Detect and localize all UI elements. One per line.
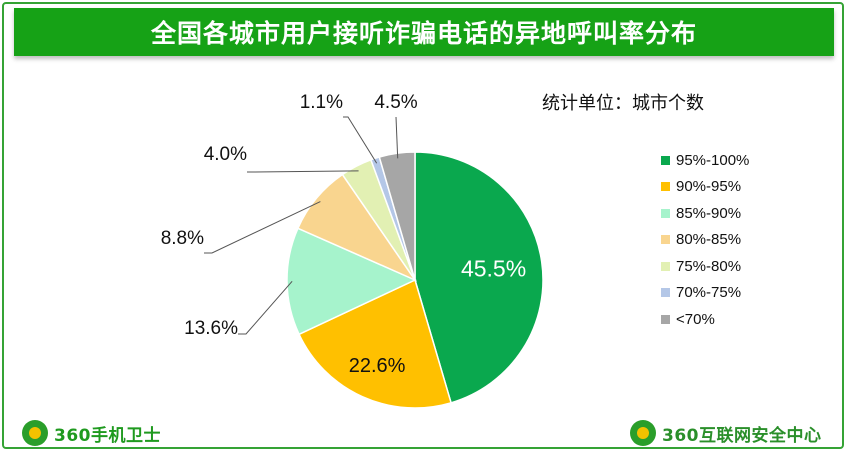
logo-360-icon — [22, 420, 48, 446]
chart-legend: 95%-100% 90%-95% 85%-90% 80%-85% 75%-80% 70%-… — [661, 147, 811, 333]
unit-note: 统计单位：城市个数 — [542, 93, 704, 114]
chart-title: 全国各城市用户接听诈骗电话的异地呼叫率分布 — [150, 19, 697, 48]
legend-swatch — [661, 261, 670, 271]
brand-right-label: 360互联网安全中心 — [662, 425, 822, 446]
legend-item: 85%-90% — [661, 200, 811, 227]
data-label-0: 45.5% — [461, 256, 526, 282]
data-label-3: 8.8% — [161, 228, 204, 249]
leader-line-5 — [343, 116, 378, 164]
pie-slice-6 — [378, 151, 416, 281]
data-label-2: 13.6% — [184, 318, 238, 339]
legend-swatch — [661, 288, 670, 298]
leader-line-3 — [204, 201, 321, 254]
pie-slice-0 — [414, 151, 544, 404]
legend-swatch — [661, 155, 670, 165]
brand-360-mobile-guard: 360手机卫士 — [22, 420, 161, 446]
legend-label: 75%-80% — [676, 257, 742, 275]
data-label-5: 1.1% — [300, 92, 343, 113]
legend-label: 90%-95% — [676, 178, 742, 196]
legend-swatch — [661, 314, 670, 324]
pie-slice-2 — [286, 227, 417, 336]
legend-item: 70%-75% — [661, 280, 811, 307]
legend-swatch — [661, 182, 670, 192]
logo-360-icon — [630, 420, 656, 446]
legend-label: 80%-85% — [676, 231, 742, 249]
legend-label: 95%-100% — [676, 151, 750, 169]
title-bar: 全国各城市用户接听诈骗电话的异地呼叫率分布 — [14, 8, 834, 56]
legend-item: <70% — [661, 306, 811, 333]
leader-line-4 — [247, 170, 359, 173]
legend-item: 80%-85% — [661, 227, 811, 254]
leader-line-2 — [238, 281, 293, 335]
leader-line-6 — [395, 116, 399, 159]
legend-label: <70% — [676, 310, 715, 328]
legend-label: 70%-75% — [676, 284, 742, 302]
legend-item: 95%-100% — [661, 147, 811, 174]
pie-slice-1 — [298, 278, 452, 409]
data-label-4: 4.0% — [204, 144, 247, 165]
data-label-6: 4.5% — [374, 92, 417, 113]
legend-swatch — [661, 208, 670, 218]
brand-left-label: 360手机卫士 — [54, 425, 161, 446]
legend-item: 75%-80% — [661, 253, 811, 280]
data-label-1: 22.6% — [349, 355, 406, 377]
legend-item: 90%-95% — [661, 174, 811, 201]
brand-360-security-center: 360互联网安全中心 — [630, 420, 822, 446]
legend-label: 85%-90% — [676, 204, 742, 222]
legend-swatch — [661, 235, 670, 245]
